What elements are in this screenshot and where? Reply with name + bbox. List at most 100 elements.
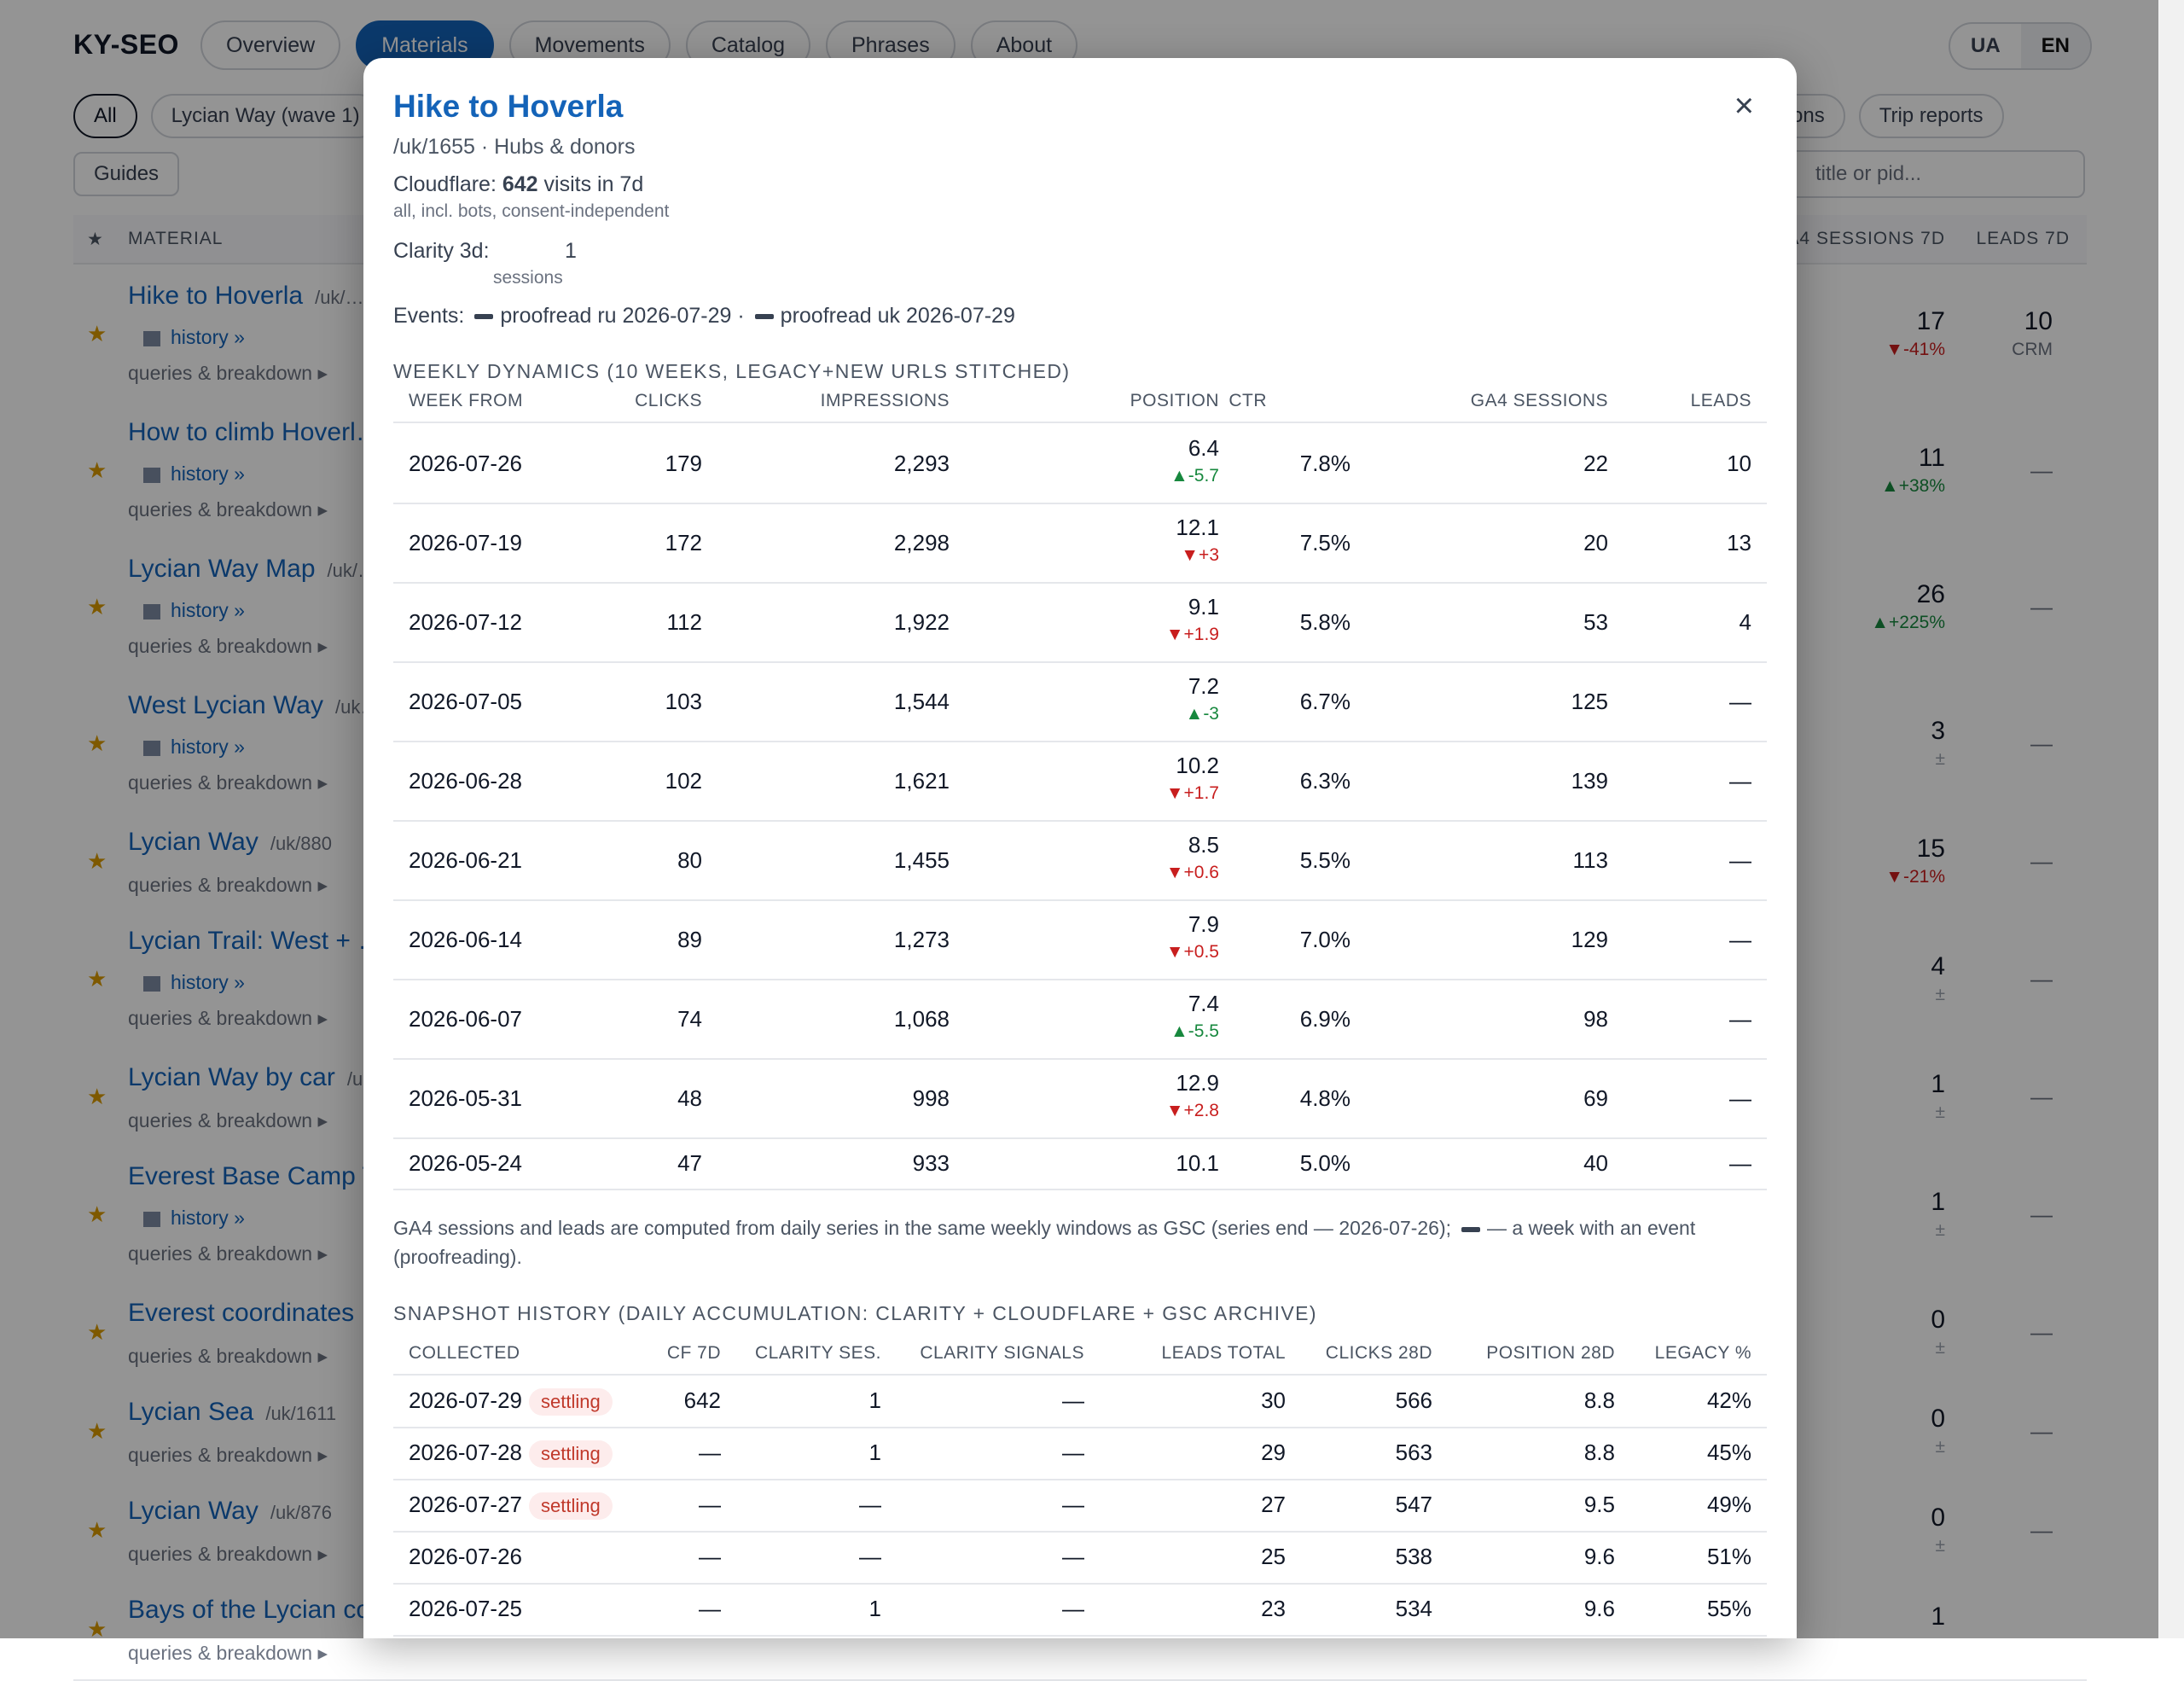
star-icon[interactable]: ★ (87, 1201, 107, 1227)
queries-breakdown-toggle[interactable]: queries & breakdown ▸ (128, 1642, 328, 1664)
snapshot-cf7d: — (699, 1492, 721, 1517)
queries-breakdown-toggle[interactable]: queries & breakdown ▸ (128, 1007, 328, 1029)
history-link[interactable]: history » (143, 462, 245, 486)
weekly-footnote: GA4 sessions and leads are computed from… (393, 1213, 1758, 1271)
lang-ua-button[interactable]: UA (1971, 34, 2001, 57)
snapshot-clicks28d: 534 (1395, 1596, 1432, 1621)
star-icon[interactable]: ★ (87, 594, 107, 619)
leads-column-header[interactable]: LEADS 7D (1976, 229, 2070, 248)
queries-breakdown-toggle[interactable]: queries & breakdown ▸ (128, 635, 328, 657)
weekly-col-impressions[interactable]: IMPRESSIONS (820, 391, 950, 410)
week-clicks: 102 (665, 768, 702, 794)
history-link[interactable]: history » (143, 736, 245, 759)
snap-col-clarity-ses[interactable]: CLARITY SES. (755, 1343, 881, 1363)
material-title-link[interactable]: Lycian Way/uk/876 (128, 1497, 332, 1526)
tab-overview[interactable]: Overview (200, 20, 341, 70)
star-icon[interactable]: ★ (87, 730, 107, 756)
history-label[interactable]: history » (171, 736, 245, 758)
history-label[interactable]: history » (171, 1207, 245, 1229)
weekly-col-ctr[interactable]: CTR (1228, 391, 1267, 410)
close-icon[interactable]: × (1734, 87, 1754, 125)
snap-col-cf7d[interactable]: CF 7D (666, 1343, 721, 1363)
snap-col-legacy[interactable]: LEGACY % (1654, 1343, 1751, 1363)
material-title[interactable]: Lycian Way (128, 828, 258, 856)
history-link[interactable]: history » (143, 1207, 245, 1230)
filter-chip-trip-reports[interactable]: Trip reports (1858, 94, 2004, 138)
history-link[interactable]: history » (143, 599, 245, 622)
history-label[interactable]: history » (171, 971, 245, 993)
ga4-sessions-value: 4 (1931, 952, 1945, 980)
queries-breakdown-toggle[interactable]: queries & breakdown ▸ (128, 498, 328, 521)
history-label[interactable]: history » (171, 599, 245, 621)
queries-breakdown-toggle[interactable]: queries & breakdown ▸ (128, 771, 328, 794)
star-icon[interactable]: ★ (87, 1418, 107, 1444)
queries-breakdown-toggle[interactable]: queries & breakdown ▸ (128, 1543, 328, 1565)
page-scrollbar[interactable] (2158, 0, 2184, 1638)
queries-breakdown-toggle[interactable]: queries & breakdown ▸ (128, 874, 328, 896)
week-position-delta: ▼+0.6 (1165, 863, 1219, 882)
material-title[interactable]: Bays of the Lycian co… (128, 1596, 397, 1624)
material-title-link[interactable]: Lycian Sea/uk/1611 (128, 1398, 336, 1427)
filter-chip-all[interactable]: All (73, 94, 137, 138)
material-title[interactable]: Lycian Sea (128, 1398, 254, 1426)
filter-chip-guides[interactable]: Guides (73, 152, 180, 196)
material-title-link[interactable]: Lycian Trail: West + … (128, 927, 383, 956)
snapshot-cf7d: — (699, 1544, 721, 1569)
search-input[interactable]: title or pid... (1757, 150, 2085, 198)
star-icon[interactable]: ★ (87, 966, 107, 992)
snap-col-collected[interactable]: COLLECTED (409, 1343, 520, 1363)
snap-col-clarity-signals[interactable]: CLARITY SIGNALS (920, 1343, 1084, 1363)
material-title[interactable]: Hike to Hoverla (128, 282, 304, 310)
weekly-col-position[interactable]: POSITION (1130, 391, 1219, 410)
brand-logo[interactable]: KY-SEO (73, 29, 179, 60)
weekly-col-week[interactable]: WEEK FROM (409, 391, 523, 410)
material-title[interactable]: How to climb Hoverl… (128, 418, 381, 446)
star-icon[interactable]: ★ (87, 1517, 107, 1543)
snap-col-leads-total[interactable]: LEADS TOTAL (1161, 1343, 1286, 1363)
snap-col-clicks28d[interactable]: CLICKS 28D (1325, 1343, 1432, 1363)
snap-col-position28d[interactable]: POSITION 28D (1486, 1343, 1615, 1363)
material-title[interactable]: Lycian Way (128, 1497, 258, 1525)
material-title[interactable]: West Lycian Way (128, 691, 323, 719)
material-title-link[interactable]: Lycian Way Map/uk/… (128, 555, 376, 584)
weekly-col-clicks[interactable]: CLICKS (635, 391, 702, 410)
modal-title[interactable]: Hike to Hoverla (393, 89, 624, 124)
star-column-header[interactable]: ★ (87, 230, 104, 249)
star-icon[interactable]: ★ (87, 457, 107, 483)
material-title[interactable]: Lycian Way by car (128, 1063, 335, 1091)
queries-breakdown-toggle[interactable]: queries & breakdown ▸ (128, 1444, 328, 1466)
queries-breakdown-toggle[interactable]: queries & breakdown ▸ (128, 1109, 328, 1131)
star-icon[interactable]: ★ (87, 848, 107, 874)
history-label[interactable]: history » (171, 326, 245, 348)
history-link[interactable]: history » (143, 326, 245, 349)
material-title-link[interactable]: Everest coordinates (128, 1299, 354, 1328)
material-title-link[interactable]: Everest Base Camp T… (128, 1162, 404, 1191)
weekly-col-leads[interactable]: LEADS (1690, 391, 1751, 410)
history-label[interactable]: history » (171, 462, 245, 485)
queries-breakdown-toggle[interactable]: queries & breakdown ▸ (128, 362, 328, 384)
history-link[interactable]: history » (143, 971, 245, 994)
tab-about[interactable]: About (970, 20, 1078, 70)
material-title-link[interactable]: Bays of the Lycian co… (128, 1596, 396, 1625)
ga4-column-header[interactable]: …A4 SESSIONS 7D (1768, 229, 1945, 248)
material-title[interactable]: Everest Base Camp T… (128, 1162, 404, 1190)
material-column-header[interactable]: MATERIAL (128, 229, 224, 248)
cloudflare-suffix: visits in 7d (543, 172, 644, 196)
week-ga4-sessions: 125 (1571, 689, 1608, 714)
queries-breakdown-toggle[interactable]: queries & breakdown ▸ (128, 1345, 328, 1367)
snapshot-clicks28d: 547 (1395, 1492, 1432, 1517)
star-icon[interactable]: ★ (87, 1319, 107, 1345)
weekly-col-ga4[interactable]: GA4 SESSIONS (1470, 391, 1608, 410)
material-title[interactable]: Everest coordinates (128, 1299, 355, 1327)
material-title[interactable]: Lycian Trail: West + … (128, 927, 384, 955)
material-title-link[interactable]: Lycian Way/uk/880 (128, 828, 332, 857)
star-icon[interactable]: ★ (87, 321, 107, 346)
lang-en-button[interactable]: EN (2020, 24, 2091, 68)
snapshot-clarity-signals: — (1062, 1440, 1084, 1465)
material-title-link[interactable]: Hike to Hoverla/uk/… (128, 282, 364, 311)
material-title[interactable]: Lycian Way Map (128, 555, 316, 583)
queries-breakdown-toggle[interactable]: queries & breakdown ▸ (128, 1242, 328, 1265)
star-icon[interactable]: ★ (87, 1084, 107, 1109)
star-icon[interactable]: ★ (87, 1616, 107, 1642)
week-ga4-sessions: 20 (1583, 530, 1608, 555)
